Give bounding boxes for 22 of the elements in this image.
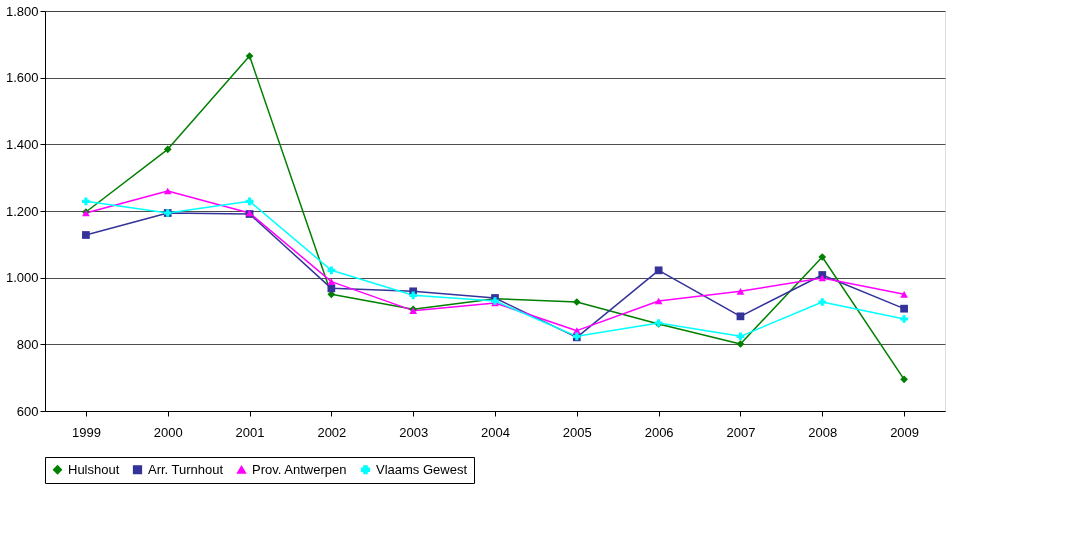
x-tick-label: 2008 <box>808 424 838 440</box>
x-tick-label: 2006 <box>644 424 674 440</box>
x-tick-label: 2007 <box>726 424 756 440</box>
y-tick-label: 600 <box>16 403 39 419</box>
y-tick-label: 1.000 <box>5 270 39 286</box>
x-tick-label: 2003 <box>399 424 429 440</box>
x-tick-label: 1999 <box>71 424 101 440</box>
x-tick-label: 2005 <box>562 424 592 440</box>
x-tick-label: 2000 <box>153 424 183 440</box>
x-tick-label: 2002 <box>317 424 347 440</box>
legend-label: Prov. Antwerpen <box>252 461 347 477</box>
y-tick-label: 1.800 <box>5 3 39 19</box>
x-tick-label: 2001 <box>235 424 265 440</box>
legend-label: Vlaams Gewest <box>376 461 468 477</box>
y-tick-label: 800 <box>16 336 39 352</box>
y-tick-label: 1.200 <box>5 203 39 219</box>
legend-label: Arr. Turnhout <box>148 461 224 477</box>
x-tick-label: 2009 <box>890 424 920 440</box>
x-tick-label: 2004 <box>481 424 510 440</box>
y-tick-label: 1.400 <box>5 136 39 152</box>
y-tick-label: 1.600 <box>5 70 39 86</box>
legend-label: Hulshout <box>68 461 120 477</box>
